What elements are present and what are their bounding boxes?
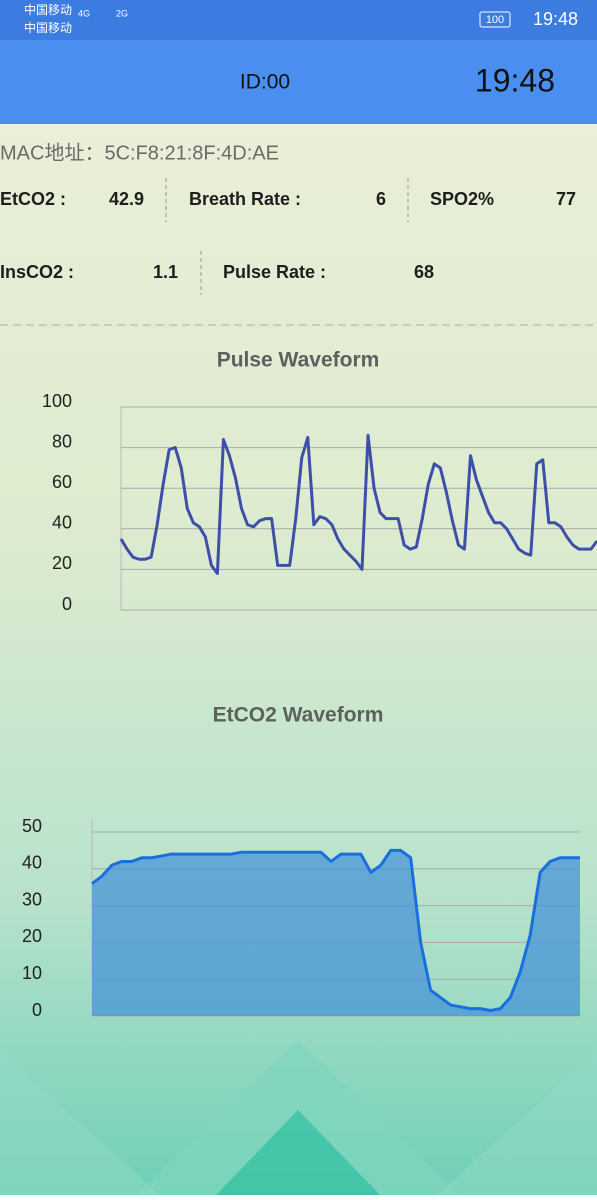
- y-tick-label: 40: [22, 853, 42, 873]
- decor: [437, 1050, 597, 1195]
- y-tick-label: 30: [22, 889, 42, 909]
- carrier: 中国移动: [24, 20, 72, 35]
- reading-label: EtCO2 :: [0, 189, 66, 209]
- reading-label: InsCO2 :: [0, 262, 74, 282]
- chart-title: EtCO2 Waveform: [213, 704, 384, 727]
- y-tick-label: 100: [42, 391, 72, 411]
- clock: 19:48: [533, 9, 578, 29]
- y-tick-label: 60: [52, 472, 72, 492]
- chart-title: Pulse Waveform: [217, 349, 380, 372]
- header: [0, 40, 597, 124]
- carrier: 中国移动: [24, 2, 72, 17]
- reading-label: SPO2%: [430, 189, 494, 209]
- y-tick-label: 40: [52, 513, 72, 533]
- battery: 100: [486, 14, 504, 26]
- y-tick-label: 20: [22, 926, 42, 946]
- decor: [0, 1050, 160, 1195]
- network: 2G: [116, 8, 128, 18]
- y-tick-label: 0: [62, 594, 72, 614]
- decor: [216, 1110, 380, 1195]
- header-time: 19:48: [475, 62, 555, 98]
- y-tick-label: 0: [32, 1000, 42, 1020]
- area-fill: [92, 850, 580, 1016]
- mac-address: MAC地址：5C:F8:21:8F:4D:AE: [0, 141, 279, 164]
- network: 4G: [78, 8, 90, 18]
- reading-value: 68: [414, 262, 434, 282]
- device-id: ID:00: [240, 71, 290, 94]
- reading-value: 6: [376, 189, 386, 209]
- y-tick-label: 50: [22, 816, 42, 836]
- area-line: [91, 848, 580, 1012]
- y-tick-label: 80: [52, 431, 72, 451]
- status-bar: [0, 0, 597, 40]
- y-tick-label: 20: [52, 553, 72, 573]
- reading-label: Breath Rate :: [189, 189, 301, 209]
- reading-value: 1.1: [153, 262, 178, 282]
- pulse-line: [119, 433, 597, 575]
- reading-value: 42.9: [109, 189, 144, 209]
- battery-icon: [479, 11, 511, 28]
- y-tick-label: 10: [22, 963, 42, 983]
- reading-label: Pulse Rate :: [223, 262, 326, 282]
- reading-value: 77: [556, 189, 576, 209]
